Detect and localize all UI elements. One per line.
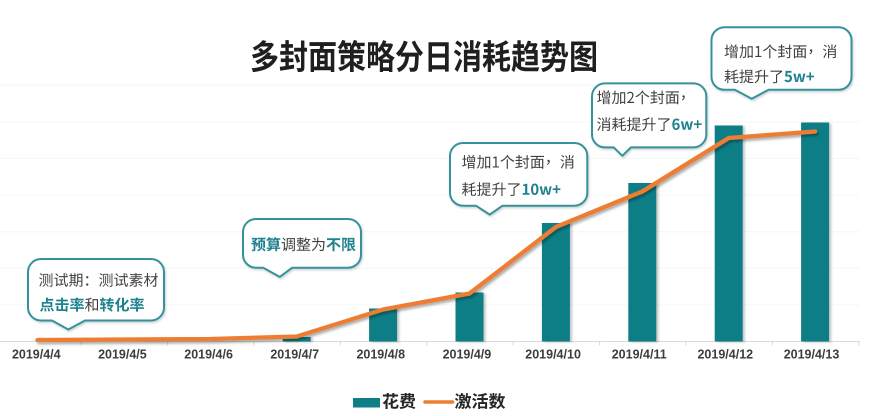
svg-text:2019/4/9: 2019/4/9 [443, 348, 492, 362]
svg-text:2019/4/13: 2019/4/13 [784, 348, 840, 362]
svg-text:2019/4/7: 2019/4/7 [270, 348, 319, 362]
svg-text:2019/4/11: 2019/4/11 [612, 348, 667, 362]
svg-text:2019/4/12: 2019/4/12 [697, 348, 753, 362]
svg-text:2019/4/4: 2019/4/4 [12, 348, 61, 362]
svg-text:2019/4/6: 2019/4/6 [184, 348, 233, 362]
svg-text:2019/4/10: 2019/4/10 [525, 348, 581, 362]
svg-text:2019/4/8: 2019/4/8 [356, 348, 405, 362]
svg-text:2019/4/5: 2019/4/5 [98, 348, 147, 362]
